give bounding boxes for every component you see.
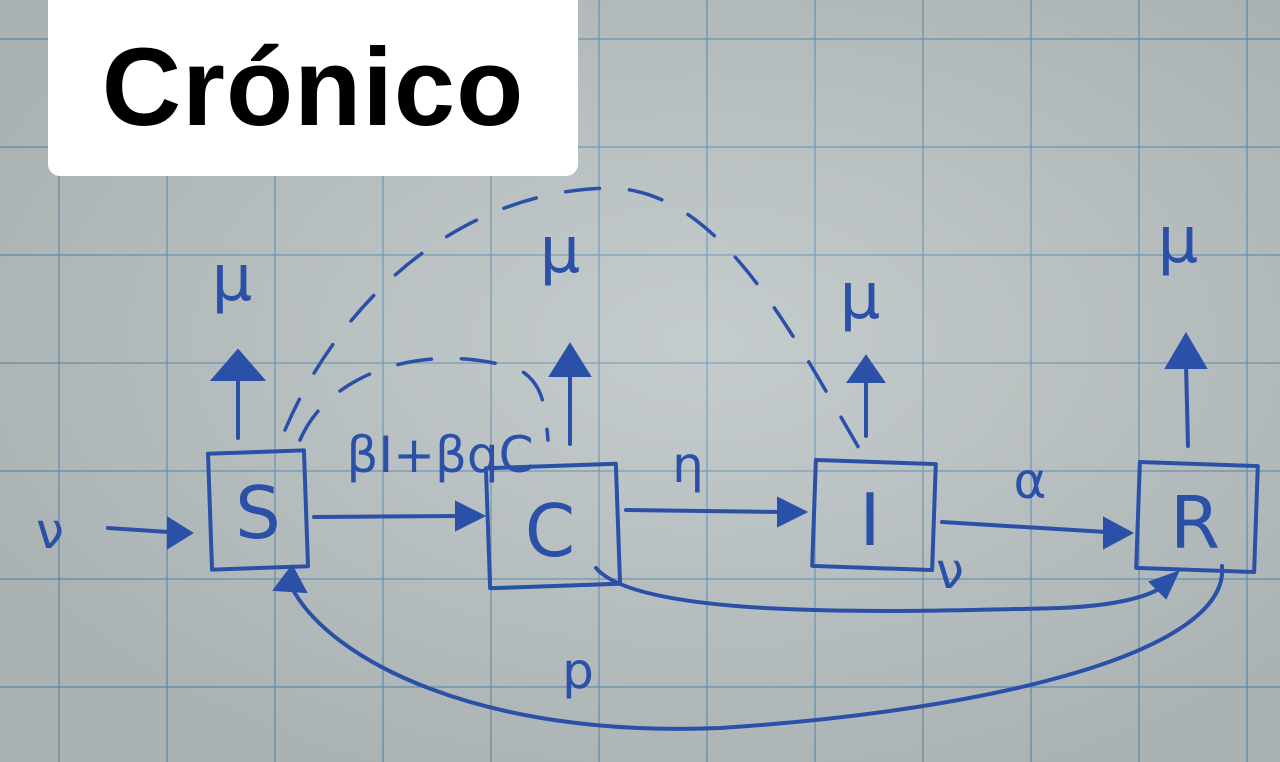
arrow-s-to-c — [312, 514, 460, 519]
inflow-label: ν — [36, 502, 64, 560]
mortality-i: μ — [840, 260, 886, 438]
title-box: Crónico — [48, 0, 578, 176]
node-c-label: C — [525, 489, 575, 573]
arrow-i-to-r-head — [1103, 516, 1135, 550]
arrow-c-to-i-head — [777, 496, 809, 528]
inflow-arrow — [106, 526, 170, 534]
mortality-c-arrowhead — [548, 342, 592, 377]
node-i-label: I — [859, 478, 880, 562]
mortality-r-arrow — [1184, 362, 1190, 448]
mortality-c: μ — [540, 214, 592, 446]
node-c-box — [483, 461, 623, 591]
mortality-s: μ — [209, 242, 267, 440]
arrow-r-to-s-arc — [290, 564, 1225, 731]
inflow-arrowhead — [167, 516, 194, 550]
node-c: C — [483, 461, 623, 591]
arrow-c-to-r-arc — [594, 566, 1168, 613]
mortality-i-label: μ — [840, 260, 881, 334]
mortality-s-arrowhead — [209, 348, 267, 381]
node-r-box — [1134, 459, 1260, 575]
return-rate-label: p — [562, 642, 594, 700]
arrow-r-to-s-arc-head — [272, 564, 308, 594]
node-s-label: S — [235, 471, 281, 555]
i-outflow-label: ν — [936, 542, 964, 600]
mortality-s-label: μ — [212, 242, 253, 316]
mortality-r: μ — [1158, 204, 1208, 448]
arrow-i-to-r — [940, 520, 1108, 534]
mortality-r-label: μ — [1158, 204, 1199, 278]
infection-rate-label: βI+βqC — [346, 426, 533, 484]
node-s: S — [206, 448, 310, 572]
recovery-rate-label: α — [1014, 452, 1047, 510]
mortality-r-arrowhead — [1164, 332, 1208, 369]
node-r-label: R — [1170, 481, 1220, 565]
node-r: R — [1134, 459, 1260, 575]
mortality-c-label: μ — [540, 214, 581, 288]
dashed-arc-i-to-s — [283, 186, 862, 452]
arrow-c-to-r-arc-head — [1148, 570, 1180, 600]
node-i: I — [810, 457, 938, 573]
arrow-c-to-i — [624, 508, 782, 514]
node-s-box — [206, 448, 310, 572]
node-i-box — [810, 457, 938, 573]
progression-rate-label: η — [672, 436, 704, 494]
arrow-s-to-c-head — [455, 500, 487, 532]
mortality-i-arrowhead — [846, 354, 886, 383]
page-title: Crónico — [101, 26, 525, 149]
dashed-arc-c-to-s — [298, 356, 550, 442]
